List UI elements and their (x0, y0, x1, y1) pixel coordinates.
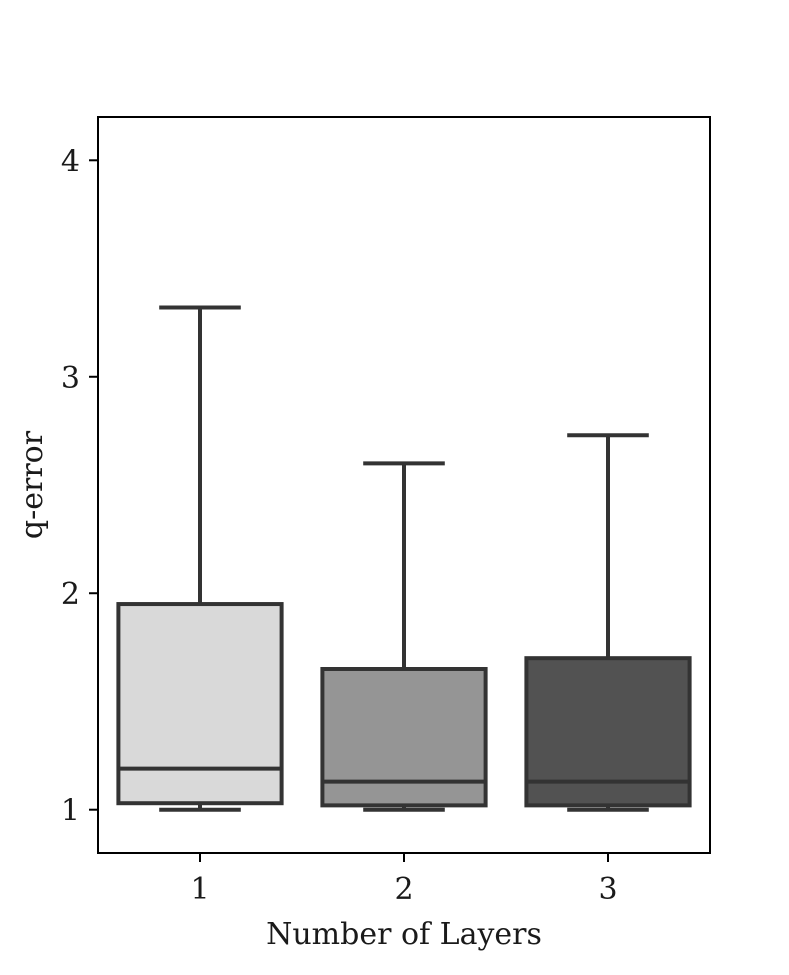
box (116, 602, 284, 806)
y-tick-label: 2 (61, 577, 80, 612)
plot-layer (116, 305, 692, 812)
box-group-3 (524, 433, 692, 812)
y-tick-label: 4 (61, 144, 80, 179)
x-axis-label: Number of Layers (266, 917, 542, 952)
plot-frame (97, 116, 711, 854)
box-group-2 (320, 461, 488, 812)
x-tick-label: 1 (190, 872, 209, 907)
x-tick-label: 2 (394, 872, 413, 907)
x-ticks: 1 2 3 (190, 853, 618, 907)
x-tick-label: 3 (598, 872, 617, 907)
y-ticks: 1 2 3 4 (61, 144, 98, 829)
box-group-1 (116, 305, 284, 812)
box (320, 667, 488, 808)
y-tick-label: 1 (61, 794, 80, 829)
y-tick-label: 3 (61, 361, 80, 396)
y-axis-label: q-error (15, 430, 50, 539)
